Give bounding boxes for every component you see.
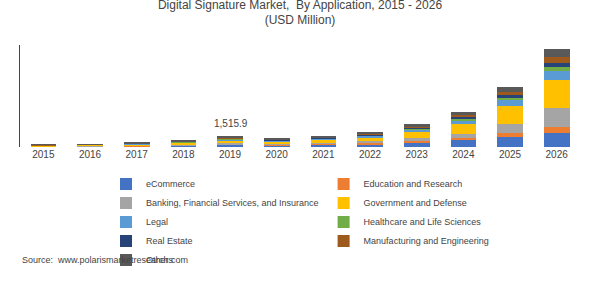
svg-text:2020: 2020 [266,149,289,160]
svg-text:Real Estate: Real Estate [146,236,193,246]
svg-text:Healthcare and Life Sciences: Healthcare and Life Sciences [364,217,482,227]
svg-text:Banking, Financial Services, a: Banking, Financial Services, and Insuran… [146,198,319,208]
svg-text:2015: 2015 [32,149,55,160]
svg-text:2025: 2025 [499,149,522,160]
svg-text:2026: 2026 [546,149,569,160]
svg-text:Legal: Legal [146,217,168,227]
svg-text:Source: www.polarismarketrese: Source: www.polarismarketresearch.com [22,255,188,265]
svg-text:2018: 2018 [172,149,195,160]
svg-text:2017: 2017 [126,149,149,160]
svg-text:2019: 2019 [219,149,242,160]
svg-text:Others: Others [146,255,174,265]
svg-text:Education and Research: Education and Research [364,179,463,189]
svg-text:1,515.9: 1,515.9 [214,118,248,129]
svg-text:Manufacturing and Engineering: Manufacturing and Engineering [364,236,489,246]
svg-text:2022: 2022 [359,149,382,160]
svg-text:2024: 2024 [452,149,475,160]
svg-text:Government and Defense: Government and Defense [364,198,467,208]
svg-text:2021: 2021 [312,149,335,160]
svg-text:eCommerce: eCommerce [146,179,195,189]
svg-text:2023: 2023 [406,149,429,160]
svg-text:2016: 2016 [79,149,102,160]
svg-text:Digital Signature Market, By: Digital Signature Market, By Application… [158,0,442,27]
